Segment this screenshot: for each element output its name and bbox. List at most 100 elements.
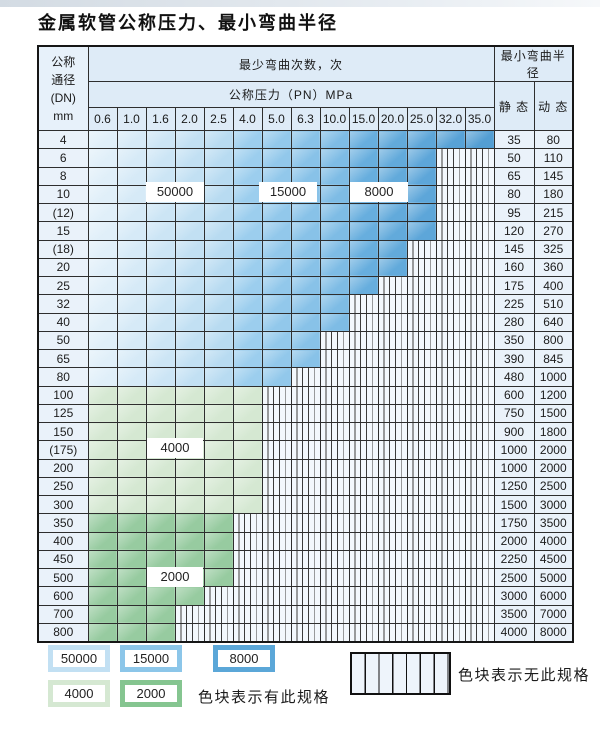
- no-spec-cell: [435, 403, 466, 424]
- spec-cell: [319, 184, 350, 205]
- legend-hatch-swatch: [350, 652, 451, 695]
- static-radius-value: 2000: [493, 531, 535, 551]
- spec-cell: [145, 586, 176, 606]
- dynamic-radius-value: 2000: [533, 440, 574, 460]
- dn-label: 40: [37, 312, 89, 332]
- spec-cell: [145, 275, 176, 296]
- no-spec-cell: [377, 367, 408, 387]
- dynamic-radius-value: 1500: [533, 403, 574, 424]
- spec-cell: [87, 567, 118, 588]
- bend-radius-header: 最小弯曲半径: [493, 45, 574, 82]
- pressure-value-header: 5.0: [261, 107, 292, 131]
- spec-cell: [116, 440, 147, 460]
- no-spec-cell: [406, 330, 437, 351]
- spec-cell: [319, 275, 350, 296]
- pressure-value-header: 2.5: [203, 107, 234, 131]
- spec-cell: [87, 239, 118, 259]
- spec-cell: [290, 239, 321, 259]
- spec-cell: [377, 202, 408, 223]
- no-spec-cell: [406, 239, 437, 259]
- no-spec-cell: [464, 567, 495, 588]
- spec-cell: [145, 476, 176, 497]
- spec-cell: [87, 476, 118, 497]
- spec-cell: [319, 257, 350, 278]
- legend-swatch: 4000: [48, 680, 110, 707]
- spec-cell: [174, 202, 205, 223]
- no-spec-cell: [377, 531, 408, 551]
- spec-cell: [348, 202, 379, 223]
- spec-cell: [377, 129, 408, 150]
- no-spec-cell: [377, 275, 408, 296]
- no-spec-cell: [261, 476, 292, 497]
- cycle-count-label: 50000: [146, 182, 204, 202]
- spec-cell: [261, 148, 292, 168]
- no-spec-cell: [261, 440, 292, 460]
- table-row: 6 50 110: [37, 148, 574, 168]
- table-row: 32 225 510: [37, 294, 574, 314]
- dynamic-radius-value: 110: [533, 148, 574, 168]
- static-radius-value: 4000: [493, 622, 535, 643]
- spec-cell: [116, 312, 147, 332]
- no-spec-cell: [406, 275, 437, 296]
- spec-cell: [348, 148, 379, 168]
- spec-cell: [145, 202, 176, 223]
- no-spec-cell: [406, 494, 437, 515]
- no-spec-cell: [174, 622, 205, 643]
- dn-label: 80: [37, 367, 89, 387]
- spec-cell: [116, 148, 147, 168]
- pressure-value-header: 32.0: [435, 107, 466, 131]
- spec-cell: [203, 312, 234, 332]
- spec-cell: [87, 604, 118, 624]
- spec-cell: [87, 549, 118, 570]
- static-radius-value: 1000: [493, 458, 535, 478]
- no-spec-cell: [435, 476, 466, 497]
- no-spec-cell: [319, 403, 350, 424]
- no-spec-cell: [348, 348, 379, 369]
- no-spec-cell: [406, 367, 437, 387]
- spec-cell: [203, 458, 234, 478]
- no-spec-cell: [464, 294, 495, 314]
- dn-label: 32: [37, 294, 89, 314]
- no-spec-cell: [435, 567, 466, 588]
- spec-cell: [174, 385, 205, 405]
- spec-cell: [174, 221, 205, 241]
- spec-cell: [203, 184, 234, 205]
- no-spec-cell: [261, 586, 292, 606]
- no-spec-cell: [290, 458, 321, 478]
- static-radius-value: 3000: [493, 586, 535, 606]
- no-spec-cell: [377, 312, 408, 332]
- no-spec-cell: [290, 385, 321, 405]
- static-radius-value: 390: [493, 348, 535, 369]
- spec-cell: [116, 476, 147, 497]
- no-spec-cell: [435, 421, 466, 442]
- spec-cell: [261, 257, 292, 278]
- no-spec-cell: [319, 385, 350, 405]
- dynamic-radius-value: 4000: [533, 531, 574, 551]
- no-spec-cell: [406, 458, 437, 478]
- spec-cell: [145, 458, 176, 478]
- spec-cell: [261, 294, 292, 314]
- no-spec-cell: [174, 604, 205, 624]
- no-spec-cell: [435, 330, 466, 351]
- dynamic-radius-value: 400: [533, 275, 574, 296]
- spec-cell: [145, 622, 176, 643]
- spec-cell: [87, 148, 118, 168]
- table-row: (12) 95 215: [37, 202, 574, 223]
- spec-cell: [87, 421, 118, 442]
- spec-cell: [406, 129, 437, 150]
- static-radius-value: 160: [493, 257, 535, 278]
- dn-label: 350: [37, 513, 89, 533]
- no-spec-cell: [261, 513, 292, 533]
- spec-cell: [348, 275, 379, 296]
- no-spec-cell: [232, 604, 263, 624]
- no-spec-cell: [232, 586, 263, 606]
- no-spec-cell: [348, 531, 379, 551]
- dn-label: 150: [37, 421, 89, 442]
- spec-cell: [203, 403, 234, 424]
- spec-cell: [290, 312, 321, 332]
- table-row: 700 3500 7000: [37, 604, 574, 624]
- spec-table-container: 公称 通径 (DN) mm 最少弯曲次数，次 最小弯曲半径 公称压力（PN）MPa 静 态动 …: [37, 45, 575, 643]
- spec-cell: [290, 148, 321, 168]
- spec-cell: [116, 275, 147, 296]
- no-spec-cell: [261, 622, 292, 643]
